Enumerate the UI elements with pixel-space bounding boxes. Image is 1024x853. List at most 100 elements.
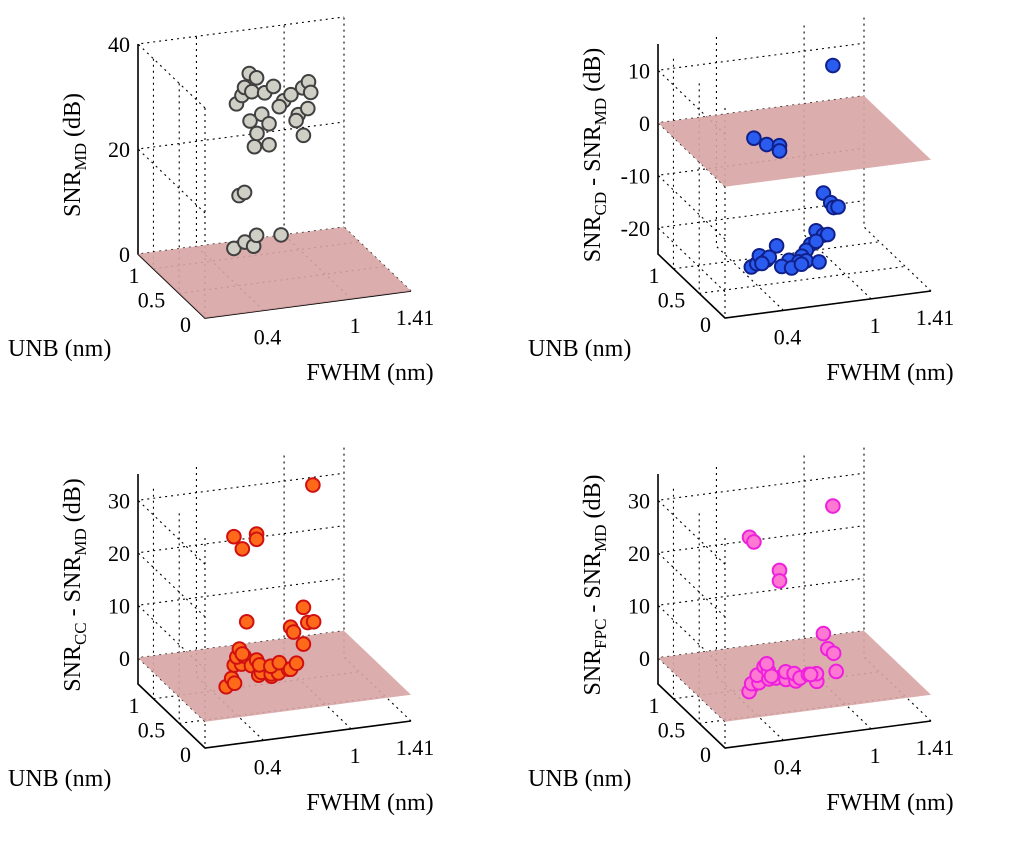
x-tick-label: 1.41 (916, 735, 955, 760)
data-point (271, 98, 288, 115)
z-tick-label: 0 (639, 646, 650, 671)
z-axis-label: SNRMD (dB) (60, 93, 90, 217)
x-gridline (283, 454, 352, 730)
data-point (771, 573, 788, 589)
z-gridline (656, 147, 865, 240)
data-point (261, 115, 277, 132)
data-points (741, 498, 845, 700)
z-label-text: (dB) (60, 478, 86, 528)
z-gridline (136, 472, 345, 565)
data-point (295, 636, 312, 652)
data-point (226, 528, 242, 545)
z-tick-label: 20 (108, 541, 130, 566)
z-label-subscript: MD (71, 528, 90, 555)
z-label-subscript: CC (71, 622, 90, 645)
z-tick-label: 30 (108, 488, 130, 513)
z-tick-label: 20 (628, 541, 650, 566)
y-axis-label: UNB (nm) (8, 766, 111, 792)
y-axis-label: UNB (nm) (528, 766, 631, 792)
z-gridline (656, 42, 865, 135)
data-point (825, 498, 841, 514)
z-tick-label: 40 (108, 32, 130, 57)
z-tick-label: 0 (119, 646, 130, 671)
data-points (226, 65, 319, 257)
data-point (244, 83, 260, 100)
z-label-text: SNR (580, 216, 606, 263)
z-axis-label: SNRCD - SNRMD (dB) (580, 48, 610, 262)
x-tick-label: 1 (350, 313, 361, 338)
y-tick-label: 0 (180, 312, 191, 337)
x-gridline (715, 466, 784, 741)
data-point (248, 69, 265, 86)
y-tick-label: 1 (128, 263, 139, 288)
x-axis-label: FWHM (nm) (306, 360, 433, 386)
z-gridline (136, 577, 345, 670)
axis-frame (657, 44, 932, 319)
data-point (825, 645, 842, 662)
z-gridline (656, 472, 865, 565)
x-tick-label: 1.41 (396, 735, 435, 760)
data-point (248, 227, 265, 244)
x-tick-label: 1 (870, 743, 881, 768)
y-tick-label: 0.5 (658, 717, 686, 742)
z-gridline (136, 121, 345, 214)
data-points (218, 477, 322, 695)
data-point (758, 136, 775, 153)
data-point (285, 624, 302, 640)
x-tick-label: 1 (350, 743, 361, 768)
z-tick-label: 10 (108, 593, 130, 618)
data-point (754, 255, 770, 272)
x-gridline (343, 447, 412, 722)
x-axis-label: FWHM (nm) (306, 790, 433, 816)
z-gridline (136, 630, 345, 723)
x-gridline (863, 17, 932, 292)
z-label-text: (dB) (580, 474, 606, 524)
data-point (825, 57, 841, 74)
data-point (248, 531, 265, 548)
data-point (819, 226, 836, 243)
x-gridline (803, 24, 872, 300)
data-point (305, 613, 322, 630)
y-axis-label: UNB (nm) (8, 336, 111, 362)
z-label-text: SNR (60, 645, 86, 692)
z-label-subscript: MD (71, 143, 90, 170)
data-point (288, 655, 305, 672)
zero-plane (658, 95, 931, 187)
data-point (288, 112, 304, 129)
data-point (238, 613, 255, 630)
z-gridline (136, 525, 345, 618)
x-tick-label: 0.4 (254, 754, 282, 779)
z-label-text: SNR (580, 649, 606, 696)
data-point (271, 654, 288, 671)
data-point (295, 599, 312, 616)
data-point (246, 138, 263, 155)
z-gridline (136, 16, 345, 109)
y-tick-label: 0.5 (658, 287, 686, 312)
x-tick-label: 0.4 (254, 324, 282, 349)
z-label-subscript: CD (591, 192, 610, 216)
z-gridline (656, 200, 865, 293)
z-label-text: - SNR (60, 556, 86, 623)
data-point (226, 675, 243, 692)
data-point (802, 666, 819, 683)
z-label-text: SNR (60, 170, 86, 217)
x-gridline (803, 454, 872, 730)
x-tick-label: 1.41 (396, 305, 435, 330)
x-gridline (195, 466, 264, 741)
data-point (828, 663, 845, 680)
data-point (768, 237, 785, 254)
data-point (808, 233, 824, 250)
data-point (242, 113, 258, 129)
y-tick-label: 0.5 (138, 717, 166, 742)
z-tick-label: 10 (628, 593, 650, 618)
y-tick-label: 1 (128, 693, 139, 718)
z-tick-label: 0 (639, 111, 650, 136)
data-point (265, 78, 282, 95)
y-tick-label: 0.5 (138, 287, 166, 312)
data-point (746, 534, 762, 550)
x-tick-label: 1.41 (916, 305, 955, 330)
